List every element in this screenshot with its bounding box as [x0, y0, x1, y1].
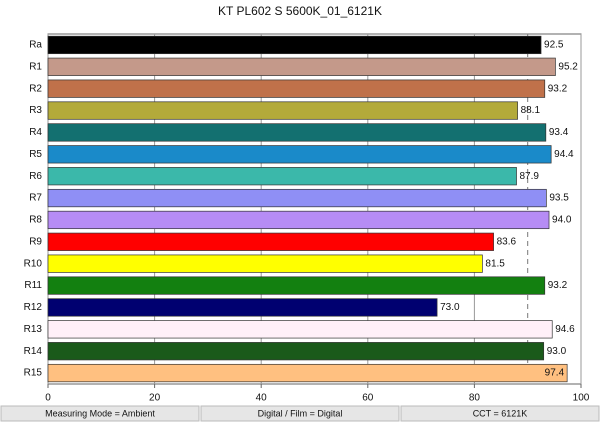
- x-tick-label: 100: [573, 393, 590, 404]
- y-tick-label: R2: [29, 83, 42, 94]
- value-label: 93.4: [549, 127, 569, 138]
- y-tick-label: R5: [29, 149, 42, 160]
- x-tick-label: 0: [45, 393, 51, 404]
- y-tick-label: Ra: [29, 40, 42, 51]
- bar: [47, 254, 483, 273]
- value-label: 95.2: [558, 61, 578, 72]
- y-tick-label: R1: [29, 61, 42, 72]
- x-tick-label: 20: [149, 393, 161, 404]
- value-label: 93.2: [548, 280, 568, 291]
- bar: [47, 276, 546, 295]
- value-label: 94.0: [552, 215, 572, 226]
- bar: [47, 210, 550, 230]
- value-label: 94.6: [555, 324, 575, 335]
- value-label: 93.0: [547, 346, 567, 357]
- y-tick-label: R10: [24, 258, 43, 269]
- value-label: 73.0: [440, 302, 460, 313]
- y-tick-label: R3: [29, 105, 42, 116]
- bar: [47, 145, 552, 164]
- footer-box: [400, 405, 600, 422]
- x-tick-label: 60: [362, 393, 374, 404]
- value-label: 92.5: [544, 40, 564, 51]
- bar: [47, 101, 518, 120]
- y-tick-label: R11: [24, 280, 42, 291]
- chart-title: KT PL602 S 5600K_01_6121K: [218, 4, 382, 18]
- y-tick-label: R6: [29, 171, 42, 182]
- y-tick-label: R12: [24, 302, 43, 313]
- footer-text: Measuring Mode = Ambient: [45, 408, 155, 418]
- bar: [47, 232, 494, 251]
- y-tick-label: R15: [24, 368, 43, 379]
- value-label: 81.5: [485, 258, 505, 269]
- bar: [47, 57, 556, 76]
- bar: [47, 167, 517, 186]
- bar: [47, 188, 547, 208]
- value-label: 88.1: [521, 105, 541, 116]
- y-tick-label: R7: [29, 193, 42, 204]
- y-tick-label: R8: [29, 215, 42, 226]
- bar: [47, 79, 546, 98]
- value-label: 83.6: [497, 236, 517, 247]
- footer-box: [200, 405, 400, 422]
- bar: [47, 320, 553, 339]
- bar: [47, 123, 547, 142]
- x-tick-label: 40: [256, 393, 268, 404]
- footer-text: CCT = 6121K: [473, 408, 528, 418]
- value-label: 94.4: [554, 149, 574, 160]
- y-tick-label: R13: [24, 324, 43, 335]
- y-tick-label: R9: [29, 236, 42, 247]
- value-label: 93.2: [548, 83, 568, 94]
- y-tick-label: R14: [24, 346, 43, 357]
- bar: [47, 298, 438, 317]
- bar: [47, 363, 568, 383]
- value-label: 87.9: [520, 171, 540, 182]
- footer-text: Digital / Film = Digital: [258, 408, 343, 418]
- y-tick-label: R4: [29, 127, 42, 138]
- value-label: 93.5: [549, 193, 569, 204]
- bar: [47, 35, 542, 55]
- x-tick-label: 80: [469, 393, 481, 404]
- footer-box: [0, 405, 200, 422]
- value-label: 97.4: [545, 368, 565, 379]
- bar: [47, 342, 545, 361]
